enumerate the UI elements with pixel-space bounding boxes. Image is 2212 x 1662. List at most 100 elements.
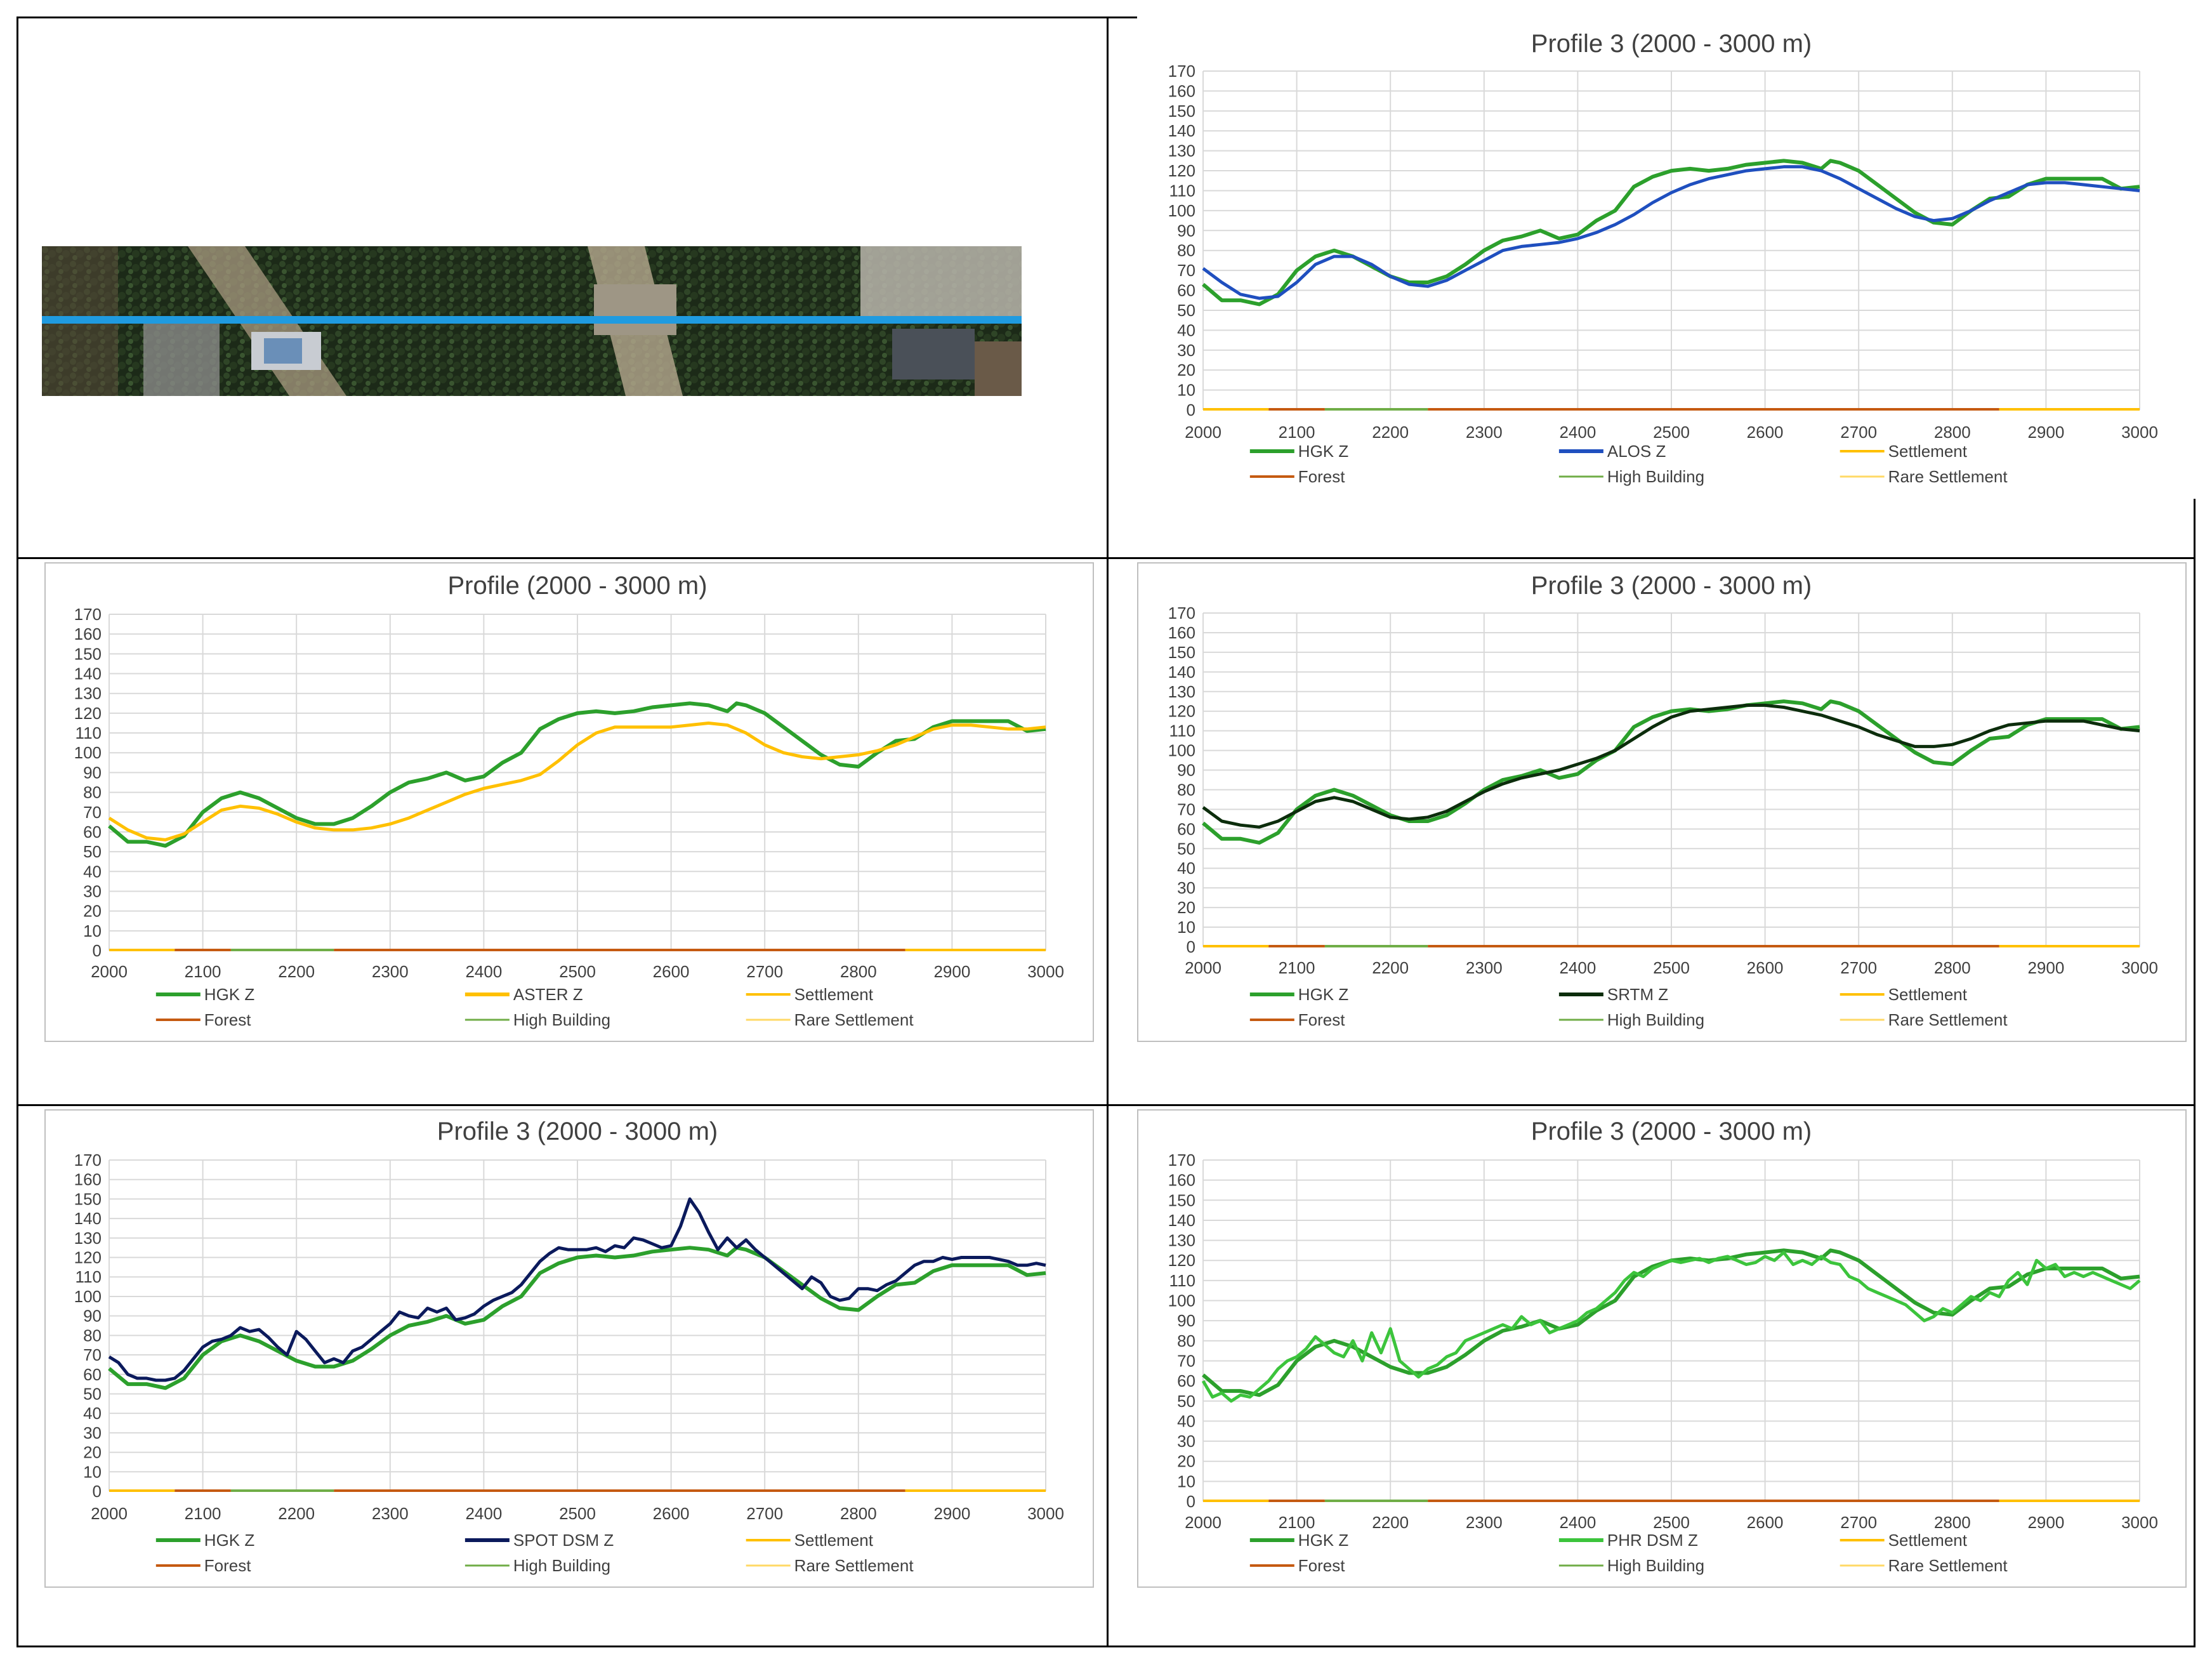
x-tick-label: 3000: [1027, 1504, 1064, 1523]
legend-label: HGK Z: [1298, 1531, 1349, 1550]
legend-label: Forest: [1298, 1010, 1345, 1029]
legend-label: High Building: [1607, 1556, 1704, 1575]
chart-title: Profile 3 (2000 - 3000 m): [1531, 572, 1812, 600]
y-tick-label: 50: [83, 842, 102, 861]
x-tick-label: 2400: [1559, 958, 1596, 977]
y-tick-label: 120: [1168, 161, 1195, 180]
x-tick-label: 2000: [1185, 423, 1221, 442]
y-tick-label: 150: [1168, 643, 1195, 662]
legend-label: Forest: [204, 1556, 251, 1575]
x-tick-label: 2400: [1559, 423, 1596, 442]
y-tick-label: 40: [83, 862, 102, 881]
y-tick-label: 70: [1177, 261, 1195, 280]
y-tick-label: 130: [74, 684, 102, 703]
y-tick-label: 0: [93, 941, 102, 960]
x-tick-label: 2000: [91, 1504, 128, 1523]
x-tick-label: 2500: [1653, 423, 1690, 442]
y-tick-label: 10: [1177, 381, 1195, 400]
y-tick-label: 140: [74, 664, 102, 683]
y-tick-label: 30: [1177, 1432, 1195, 1451]
legend-label: Forest: [1298, 1556, 1345, 1575]
x-tick-label: 3000: [2121, 423, 2158, 442]
y-tick-label: 70: [1177, 800, 1195, 819]
y-tick-label: 140: [1168, 121, 1195, 140]
x-tick-label: 2700: [746, 1504, 783, 1523]
y-tick-label: 70: [1177, 1351, 1195, 1370]
x-tick-label: 2000: [91, 962, 128, 981]
y-tick-label: 140: [1168, 663, 1195, 682]
legend-label: Settlement: [1888, 985, 1968, 1004]
series-line-phr: [1201, 1251, 2141, 1403]
y-tick-label: 110: [1169, 1271, 1195, 1290]
y-tick-label: 130: [1168, 682, 1195, 701]
x-tick-label: 2100: [1279, 958, 1315, 977]
x-tick-label: 2300: [372, 1504, 409, 1523]
y-tick-label: 150: [1168, 102, 1195, 121]
y-tick-label: 160: [1168, 81, 1195, 100]
x-tick-label: 3000: [1027, 962, 1064, 981]
x-tick-label: 3000: [2121, 1513, 2158, 1532]
y-tick-label: 140: [74, 1209, 102, 1228]
grid-divider-row-1: [16, 557, 2196, 559]
y-tick-label: 50: [1177, 839, 1195, 858]
chart-srtm: Profile 3 (2000 - 3000 m) 010203040506070…: [1168, 572, 2158, 1029]
aerial-image-strip: [42, 246, 1022, 396]
y-tick-label: 80: [1177, 780, 1195, 799]
figure-grid: [16, 16, 2196, 1647]
legend-label: High Building: [513, 1010, 610, 1029]
y-tick-label: 60: [83, 822, 102, 841]
series-line-aster: [108, 722, 1046, 841]
series-line-spot: [108, 1197, 1046, 1382]
y-tick-label: 60: [1177, 281, 1195, 300]
profile-line: [42, 316, 1022, 324]
chart-title: Profile 3 (2000 - 3000 m): [437, 1118, 718, 1145]
y-tick-label: 90: [83, 1307, 102, 1326]
x-tick-label: 2800: [840, 1504, 877, 1523]
y-tick-label: 80: [1177, 1331, 1195, 1350]
x-tick-label: 2700: [1840, 423, 1877, 442]
y-tick-label: 110: [76, 1267, 102, 1286]
series-line-hgk: [108, 1246, 1046, 1390]
grid-divider-row-2: [16, 1104, 2196, 1106]
chart-title: Profile 3 (2000 - 3000 m): [1531, 1118, 1812, 1145]
y-tick-label: 110: [1169, 722, 1195, 741]
legend-label: ALOS Z: [1607, 442, 1666, 461]
y-tick-label: 170: [74, 1151, 102, 1170]
x-tick-label: 2100: [185, 962, 221, 981]
y-tick-label: 140: [1168, 1211, 1195, 1230]
legend-label: Forest: [1298, 467, 1345, 486]
legend-label: Settlement: [1888, 442, 1968, 461]
y-tick-label: 110: [76, 723, 102, 742]
y-tick-label: 70: [83, 1345, 102, 1364]
y-tick-label: 170: [1168, 62, 1195, 81]
y-tick-label: 150: [74, 644, 102, 663]
x-tick-label: 2400: [1559, 1513, 1596, 1532]
legend-label: Rare Settlement: [794, 1556, 914, 1575]
aerial-image-drawing: [42, 246, 1022, 396]
x-tick-label: 2900: [2027, 958, 2064, 977]
x-tick-label: 2500: [1653, 958, 1690, 977]
series-line-hgk: [1202, 1248, 2140, 1397]
legend-label: Settlement: [794, 985, 874, 1004]
x-tick-label: 2300: [1466, 958, 1503, 977]
y-tick-label: 10: [83, 1462, 102, 1481]
legend-label: High Building: [1607, 1010, 1704, 1029]
legend-label: ASTER Z: [513, 985, 583, 1004]
x-tick-label: 2200: [1372, 423, 1409, 442]
legend-label: HGK Z: [1298, 442, 1349, 461]
legend-label: Settlement: [794, 1531, 874, 1550]
y-tick-label: 160: [1168, 623, 1195, 642]
x-tick-label: 2200: [1372, 1513, 1409, 1532]
x-tick-label: 2100: [1279, 423, 1315, 442]
x-tick-label: 3000: [2121, 958, 2158, 977]
x-tick-label: 2600: [653, 1504, 690, 1523]
legend-label: HGK Z: [204, 985, 255, 1004]
x-tick-label: 2400: [465, 1504, 502, 1523]
y-tick-label: 80: [1177, 241, 1195, 260]
y-tick-label: 20: [83, 902, 102, 921]
x-tick-label: 2900: [933, 962, 970, 981]
legend-label: HGK Z: [204, 1531, 255, 1550]
y-tick-label: 40: [1177, 1411, 1195, 1430]
